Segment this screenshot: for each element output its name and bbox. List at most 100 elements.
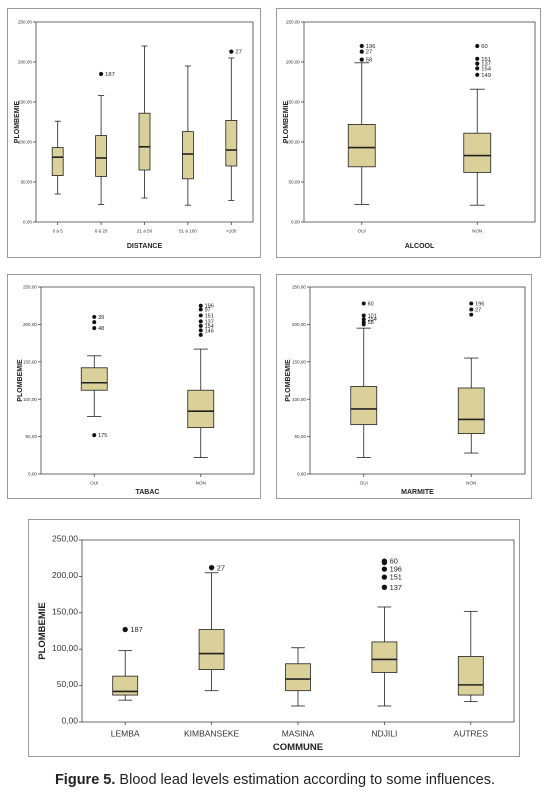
outlier-point (475, 72, 480, 77)
marmite-boxplot: 0,00 50,00 100,00 150,00 200,00 250,00 PLOMBEM… (285, 285, 526, 496)
outlier-point (475, 56, 480, 61)
outlier-point (92, 320, 97, 325)
outlier-label: 196 (205, 304, 214, 310)
x-axis-label: COMMUNE (273, 742, 323, 753)
outlier-point (469, 312, 474, 317)
y-tick-label: 250,00 (286, 20, 300, 25)
y-tick-label: 50,00 (57, 679, 79, 689)
y-tick-label: 0,00 (291, 220, 300, 225)
outlier-label: 187 (105, 72, 115, 78)
outlier-point (198, 328, 203, 333)
outlier-point (381, 559, 388, 566)
x-tick-label: OUI (90, 481, 98, 486)
outlier-label: 146 (205, 328, 214, 334)
box (347, 124, 376, 168)
commune-chart-panel: 0,00 50,00 100,00 150,00 200,00 250,00 PLOMBEM… (28, 519, 520, 757)
box (181, 131, 194, 180)
y-axis-label: PLOMBEMIE (17, 359, 24, 402)
x-tick-label: LEMBA (111, 729, 140, 739)
x-axis-label: TABAC (136, 489, 160, 496)
outlier-label: 196 (475, 301, 484, 307)
tabac-boxplot: 0,00 50,00 100,00 150,00 200,00 250,00 PLOMBEM… (17, 285, 255, 496)
outlier-point (92, 326, 97, 331)
x-tick-label: 0 à 5 (53, 229, 64, 234)
outlier-point (198, 303, 203, 308)
x-tick-label: 51 à 100 (179, 229, 197, 234)
marmite-chart-panel: 0,00 50,00 100,00 150,00 200,00 250,00 PLOMBEM… (276, 274, 532, 499)
outlier-point (361, 313, 366, 318)
outlier-label: 60 (481, 44, 487, 50)
outlier-label: 196 (390, 565, 402, 574)
box (285, 663, 311, 692)
outlier-label: 27 (235, 50, 241, 56)
y-tick-label: 100,00 (52, 643, 78, 653)
outlier-label: 149 (481, 73, 491, 79)
caption-label: Figure 5. (54, 772, 116, 788)
outlier-label: 27 (217, 563, 225, 572)
y-axis-label: PLOMBEMIE (285, 359, 292, 402)
outlier-point (361, 317, 366, 322)
y-axis-label: PLOMBEMIE (37, 602, 48, 660)
x-tick-label: 6 à 20 (95, 229, 108, 234)
box (95, 135, 107, 177)
x-tick-label: OUI (360, 481, 368, 486)
x-tick-label: 21 à 50 (137, 229, 153, 234)
outlier-point (361, 322, 366, 327)
y-tick-label: 150,00 (52, 606, 78, 616)
y-tick-label: 0,00 (297, 472, 306, 477)
outlier-label: 151 (390, 573, 402, 582)
y-axis-label: PLOMBEMIE (283, 100, 290, 143)
outlier-point (198, 307, 203, 312)
y-tick-label: 100,00 (286, 140, 300, 145)
outlier-point (359, 57, 364, 62)
outlier-label: 27 (475, 307, 481, 313)
x-axis-label: MARMITE (401, 489, 434, 496)
y-tick-label: 250,00 (52, 534, 78, 544)
box (198, 629, 225, 670)
y-tick-label: 50,00 (289, 180, 301, 185)
y-tick-label: 250,00 (292, 285, 306, 290)
y-tick-label: 100,00 (23, 397, 37, 402)
box (463, 132, 492, 173)
y-tick-label: 200,00 (18, 60, 32, 65)
y-tick-label: 250,00 (23, 285, 37, 290)
x-tick-label: NON (466, 481, 476, 486)
outlier-point (381, 566, 388, 572)
x-axis-label: ALCOOL (405, 243, 435, 250)
y-tick-label: 100,00 (292, 397, 306, 402)
outlier-point (198, 319, 203, 324)
outlier-label: 151 (205, 313, 214, 319)
y-tick-label: 50,00 (295, 434, 307, 439)
outlier-point (92, 433, 97, 438)
outlier-point (198, 313, 203, 318)
outlier-point (198, 332, 203, 337)
tabac-chart-panel: 0,00 50,00 100,00 150,00 200,00 250,00 PLOMBEM… (7, 274, 261, 499)
outlier-label: 154 (368, 317, 377, 323)
x-tick-label: NDJILI (371, 729, 397, 739)
x-tick-label: MASINA (282, 729, 315, 739)
y-tick-label: 150,00 (292, 359, 306, 364)
alcool-chart-panel: 0,00 50,00 100,00 150,00 200,00 250,00 PLOMBEM… (276, 8, 541, 258)
alcool-boxplot: 0,00 50,00 100,00 150,00 200,00 250,00 PLOMBEM… (283, 20, 536, 250)
y-tick-label: 50,00 (26, 434, 38, 439)
caption-text: Blood lead levels estimation according t… (119, 772, 496, 788)
y-tick-label: 200,00 (292, 322, 306, 327)
outlier-label: 58 (366, 58, 372, 64)
y-tick-label: 200,00 (23, 322, 37, 327)
outlier-point (122, 626, 128, 633)
y-axis-label: PLOMBEMIE (14, 100, 21, 143)
y-tick-label: 200,00 (52, 570, 78, 580)
y-tick-label: 150,00 (23, 359, 37, 364)
outlier-point (359, 49, 364, 54)
box (225, 120, 238, 167)
y-tick-label: 150,00 (18, 100, 32, 105)
outlier-label: 58 (368, 320, 374, 326)
outlier-point (99, 71, 104, 77)
outlier-point (469, 301, 474, 306)
x-axis-label: DISTANCE (127, 243, 163, 250)
outlier-point (381, 584, 388, 590)
figure-caption: Figure 5. Blood lead levels estimation a… (0, 772, 550, 788)
outlier-label: 137 (481, 62, 491, 68)
outlier-label: 60 (368, 301, 374, 307)
outlier-label: 196 (366, 44, 376, 50)
